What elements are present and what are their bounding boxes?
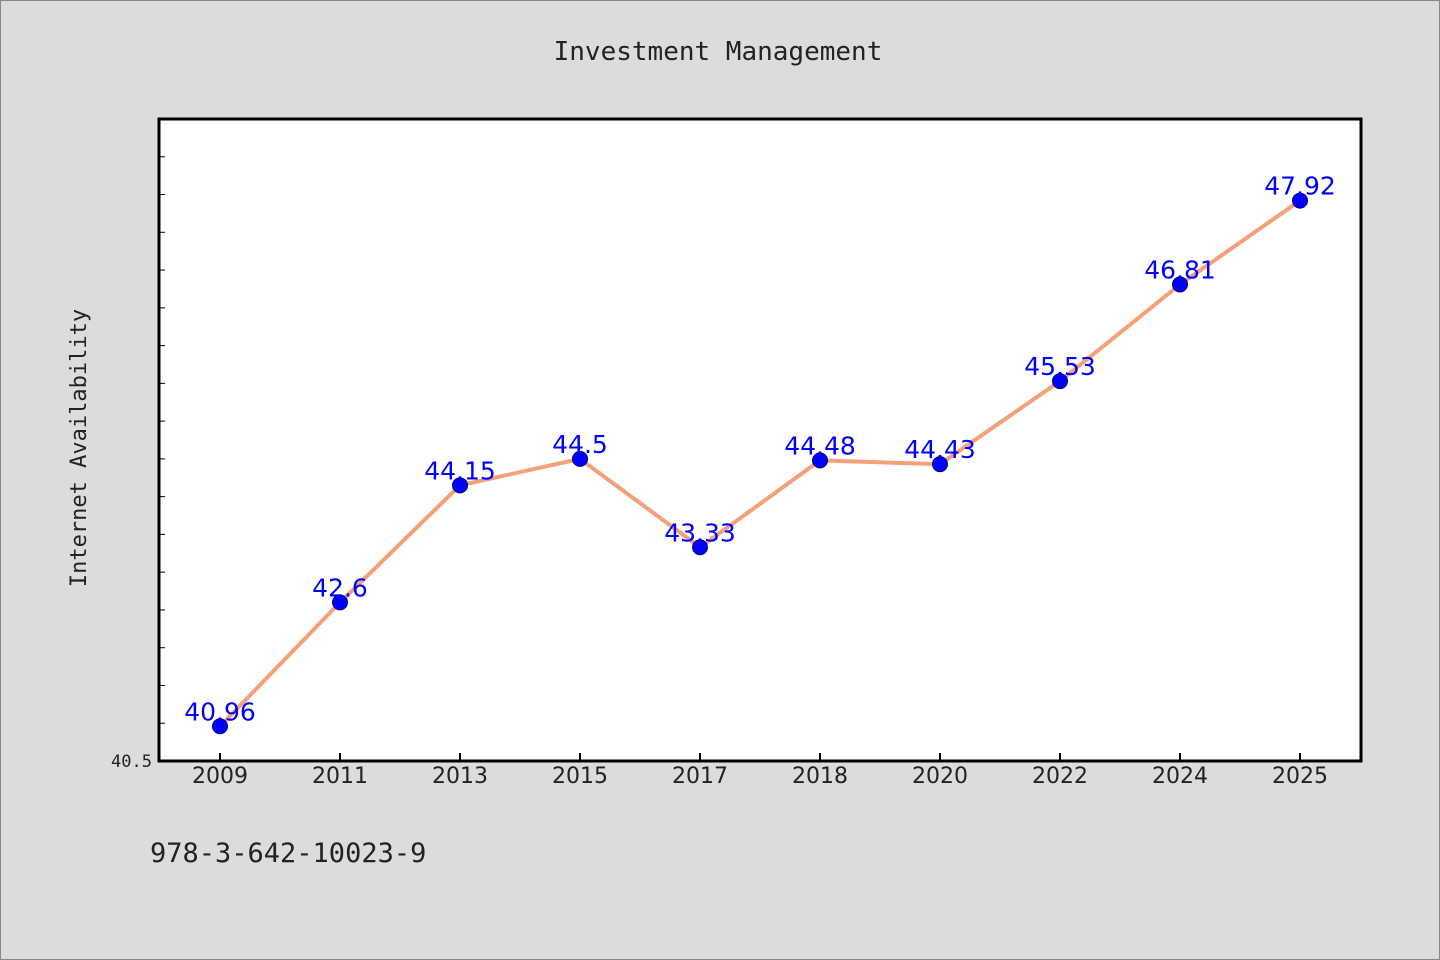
data-label: 46.81 [1144, 255, 1216, 284]
y-axis-label: Internet Availability [67, 309, 92, 587]
data-points [212, 192, 1308, 735]
data-label: 44.15 [424, 456, 496, 485]
x-tick-label: 2011 [312, 764, 368, 789]
x-tick-label: 2022 [1032, 764, 1088, 789]
data-point [332, 594, 348, 611]
data-point [932, 456, 948, 473]
data-point [692, 539, 708, 556]
x-axis-ticks: 2009 2011 2013 2015 2017 2018 2020 2022 2024 2025 [192, 753, 1328, 789]
data-label: 42.6 [312, 573, 368, 602]
y-tick-label: 40.5 [111, 752, 152, 772]
data-label: 44.5 [552, 430, 608, 459]
data-label: 47.92 [1264, 172, 1336, 201]
data-point [212, 718, 228, 735]
x-tick-label: 2018 [792, 764, 848, 789]
y-axis-ticks [159, 118, 165, 724]
data-labels: 40.96 42.6 44.15 44.5 43.33 44.48 44.43 45.53 46… [184, 172, 1336, 727]
data-point [452, 477, 468, 494]
data-point [1172, 276, 1188, 293]
data-point [572, 450, 588, 467]
x-tick-label: 2013 [432, 764, 488, 789]
x-tick-label: 2017 [672, 764, 728, 789]
series-line [218, 198, 1302, 729]
data-point [1292, 192, 1308, 209]
x-tick-label: 2024 [1152, 764, 1208, 789]
x-tick-label: 2015 [552, 764, 608, 789]
x-tick-label: 2025 [1272, 764, 1328, 789]
x-tick-label: 2009 [192, 764, 248, 789]
chart-title: Investment Management [554, 37, 883, 67]
data-label: 44.43 [904, 435, 976, 464]
data-label: 43.33 [664, 518, 736, 547]
data-label: 40.96 [184, 697, 256, 726]
plot-area [157, 117, 1363, 763]
footer-text: 978-3-642-10023-9 [150, 838, 426, 869]
data-label: 44.48 [784, 431, 856, 460]
data-point [812, 452, 828, 469]
data-point [1052, 373, 1068, 390]
x-tick-label: 2020 [912, 764, 968, 789]
data-label: 45.53 [1024, 352, 1096, 381]
